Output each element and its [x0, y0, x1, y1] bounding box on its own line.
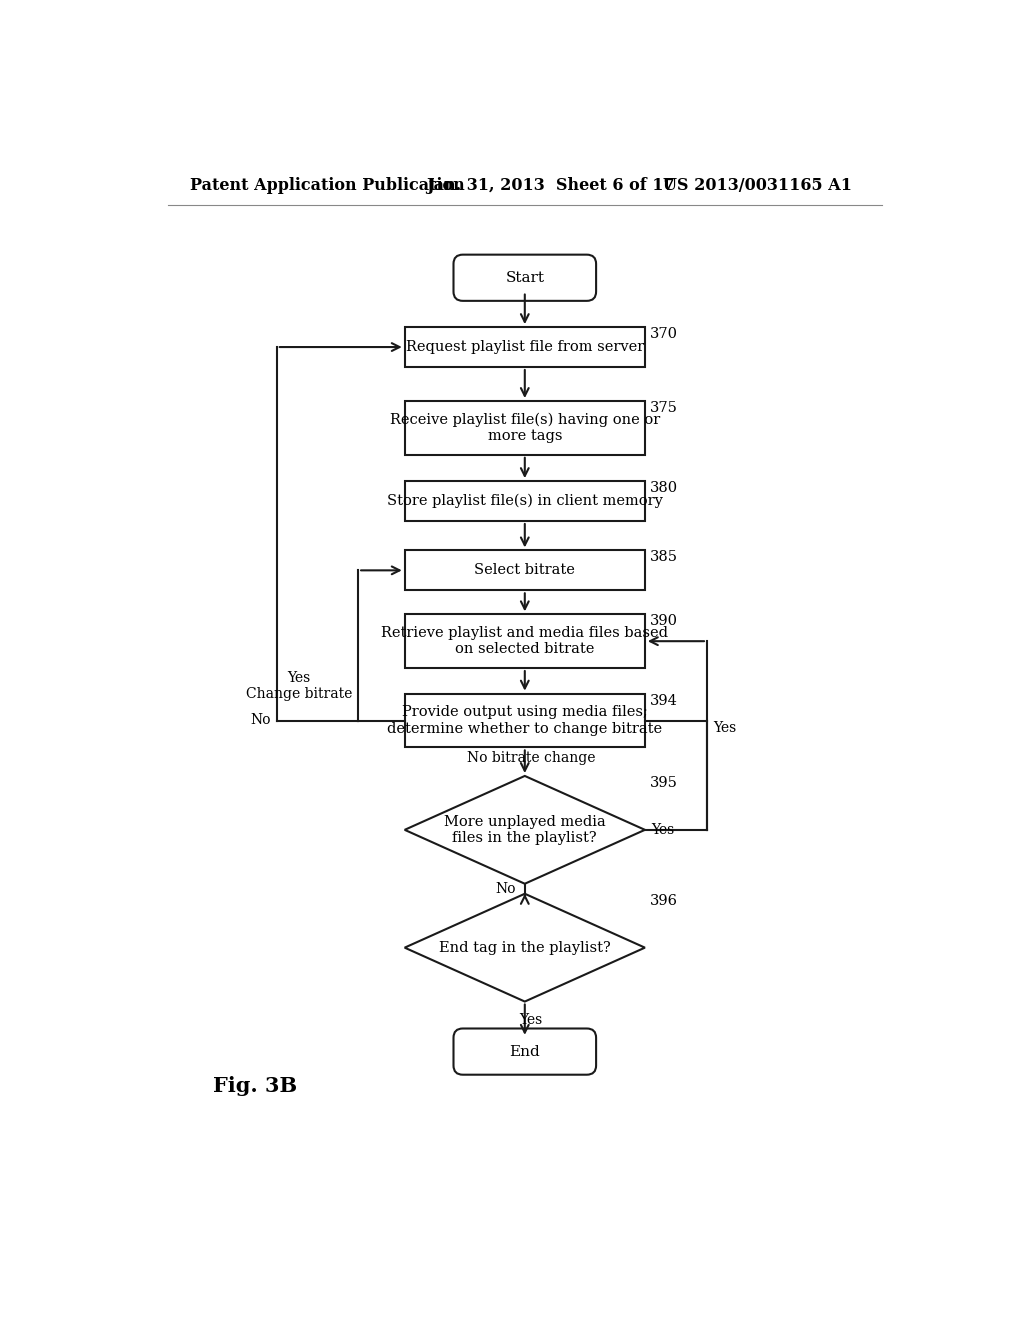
Text: Retrieve playlist and media files based
on selected bitrate: Retrieve playlist and media files based … [381, 626, 669, 656]
Bar [404, 480, 645, 521]
Text: Yes: Yes [651, 822, 675, 837]
Text: Fig. 3B: Fig. 3B [213, 1076, 297, 1096]
Text: 370: 370 [649, 327, 678, 341]
Text: End: End [509, 1044, 541, 1059]
Text: US 2013/0031165 A1: US 2013/0031165 A1 [663, 177, 852, 194]
Text: No bitrate change: No bitrate change [467, 751, 595, 764]
Text: 380: 380 [649, 480, 678, 495]
Polygon shape [404, 776, 645, 884]
Text: No: No [250, 714, 270, 727]
Text: No: No [495, 882, 515, 896]
Text: 390: 390 [649, 614, 678, 628]
Text: Select bitrate: Select bitrate [474, 564, 575, 577]
Text: 395: 395 [649, 776, 678, 789]
Text: More unplayed media
files in the playlist?: More unplayed media files in the playlis… [444, 814, 605, 845]
FancyBboxPatch shape [454, 255, 596, 301]
Text: Provide output using media files;
determine whether to change bitrate: Provide output using media files; determ… [387, 705, 663, 735]
Text: 385: 385 [649, 550, 678, 565]
Text: Store playlist file(s) in client memory: Store playlist file(s) in client memory [387, 494, 663, 508]
Text: End tag in the playlist?: End tag in the playlist? [439, 941, 610, 954]
Bar [404, 550, 645, 590]
Polygon shape [404, 894, 645, 1002]
Text: 394: 394 [649, 693, 678, 708]
Text: Jan. 31, 2013  Sheet 6 of 17: Jan. 31, 2013 Sheet 6 of 17 [426, 177, 675, 194]
Text: 396: 396 [649, 894, 678, 908]
Bar [404, 327, 645, 367]
Text: Start: Start [505, 271, 545, 285]
FancyBboxPatch shape [454, 1028, 596, 1074]
Bar [404, 401, 645, 455]
Text: Yes
Change bitrate: Yes Change bitrate [246, 671, 352, 701]
Text: Patent Application Publication: Patent Application Publication [190, 177, 465, 194]
Text: Yes: Yes [519, 1012, 543, 1027]
Text: Receive playlist file(s) having one or
more tags: Receive playlist file(s) having one or m… [390, 413, 659, 444]
Bar [404, 693, 645, 747]
Bar [404, 614, 645, 668]
Text: 375: 375 [649, 401, 678, 414]
Text: Request playlist file from server: Request playlist file from server [406, 341, 644, 354]
Text: Yes: Yes [713, 721, 736, 735]
